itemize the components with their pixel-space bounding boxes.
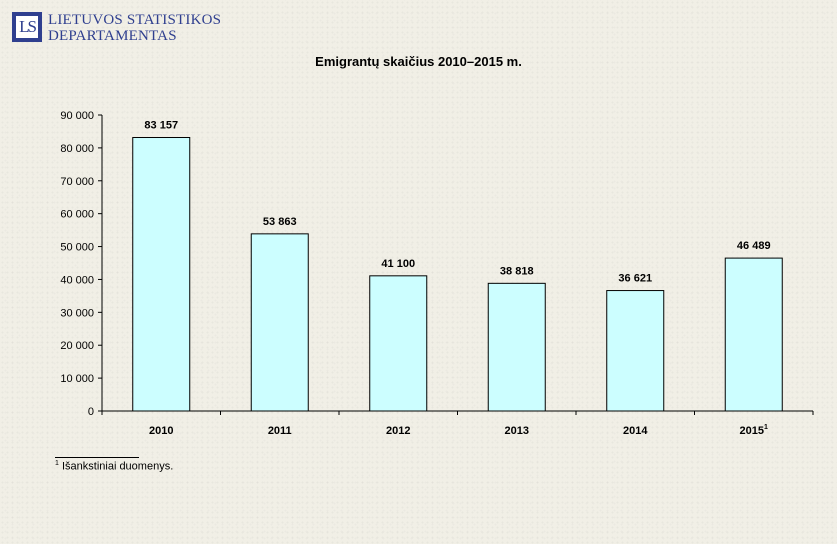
footnote: 1 Išankstiniai duomenys. bbox=[55, 460, 173, 473]
y-tick-label: 40 000 bbox=[60, 274, 94, 286]
x-tick-superscript: 1 bbox=[764, 424, 768, 431]
footnote-text: Išankstiniai duomenys. bbox=[61, 460, 174, 473]
bar-value-label: 41 100 bbox=[381, 258, 415, 270]
bar bbox=[487, 282, 546, 412]
bar bbox=[606, 290, 665, 412]
bar-value-label: 46 489 bbox=[737, 240, 771, 252]
chart-title: Emigrantų skaičius 2010–2015 m. bbox=[315, 54, 522, 69]
y-tick-label: 0 bbox=[88, 406, 94, 418]
y-tick-label: 80 000 bbox=[60, 143, 94, 155]
bar-value-label: 38 818 bbox=[500, 265, 534, 277]
footnote-marker: 1 bbox=[55, 460, 59, 467]
bar bbox=[250, 233, 309, 412]
x-tick-label: 2012 bbox=[386, 425, 410, 437]
logo-mark-letters: LS bbox=[16, 16, 38, 38]
logo: LS LIETUVOS STATISTIKOS DEPARTAMENTAS bbox=[12, 12, 221, 44]
x-tick-label: 2010 bbox=[149, 425, 173, 437]
bar bbox=[369, 275, 428, 412]
bar bbox=[132, 137, 191, 412]
y-tick-label: 70 000 bbox=[60, 176, 94, 188]
x-tick-label: 2011 bbox=[268, 425, 292, 437]
bar-value-label: 36 621 bbox=[618, 273, 652, 285]
y-tick-label: 20 000 bbox=[60, 340, 94, 352]
bar-value-label: 83 157 bbox=[144, 120, 178, 132]
org-name-line1: LIETUVOS STATISTIKOS bbox=[48, 12, 222, 28]
bar-value-label: 53 863 bbox=[263, 216, 297, 228]
org-name-line2: DEPARTAMENTAS bbox=[48, 28, 177, 44]
x-tick-label: 2013 bbox=[505, 425, 529, 437]
bar bbox=[724, 257, 783, 412]
y-tick-label: 50 000 bbox=[60, 242, 94, 254]
x-tick-label: 20151 bbox=[740, 424, 768, 437]
y-tick-label: 60 000 bbox=[60, 209, 94, 221]
logo-mark-icon: LS bbox=[12, 12, 42, 42]
y-tick-label: 30 000 bbox=[60, 307, 94, 319]
footnote-rule bbox=[55, 457, 139, 458]
y-tick-label: 10 000 bbox=[60, 373, 94, 385]
x-tick-label: 2014 bbox=[623, 425, 648, 437]
y-tick-label: 90 000 bbox=[60, 110, 94, 122]
org-name: LIETUVOS STATISTIKOS DEPARTAMENTAS bbox=[48, 12, 221, 44]
